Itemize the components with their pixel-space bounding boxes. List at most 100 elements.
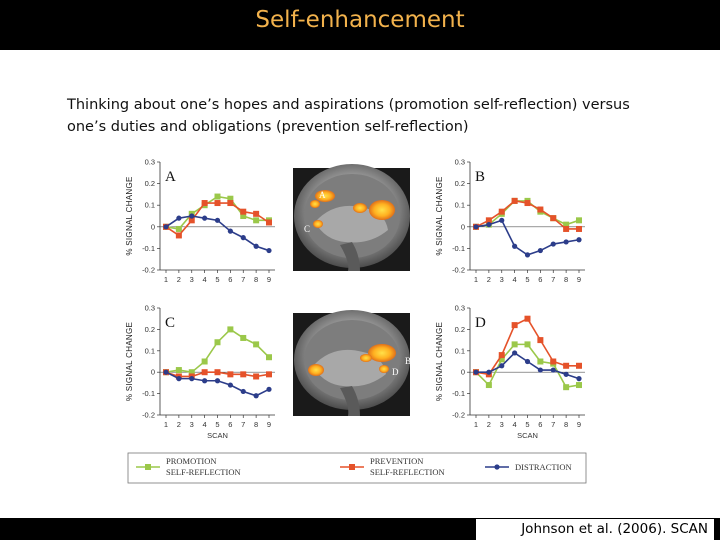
citation-box: Johnson et al. (2006). SCAN [476, 519, 714, 540]
y-tick-label: 0 [461, 368, 465, 377]
y-tick-label: 0.1 [145, 201, 155, 210]
x-axis-label: SCAN [207, 431, 228, 440]
data-point-promotion [201, 358, 208, 365]
data-point-distraction [240, 235, 246, 241]
data-point-promotion [576, 217, 582, 224]
data-point-distraction [227, 228, 233, 234]
data-point-prevention [253, 373, 260, 380]
y-tick-label: 0.3 [145, 304, 155, 313]
panel-label: A [165, 169, 176, 185]
data-point-distraction [512, 243, 518, 249]
data-point-distraction [473, 369, 479, 375]
data-point-prevention [498, 208, 505, 215]
x-tick-label: 8 [254, 420, 258, 429]
series-distraction [473, 217, 582, 258]
x-tick-label: 7 [241, 420, 245, 429]
x-tick-label: 5 [525, 420, 529, 429]
x-tick-label: 1 [474, 275, 478, 284]
y-tick-label: -0.2 [142, 266, 155, 275]
y-tick-label: 0.1 [455, 346, 465, 355]
data-point-distraction [253, 393, 259, 399]
y-tick-label: -0.1 [142, 389, 155, 398]
data-point-distraction [499, 217, 505, 223]
x-tick-label: 5 [525, 275, 529, 284]
y-axis-label: % SIGNAL CHANGE [125, 322, 134, 401]
legend-label-line2: SELF-REFLECTION [166, 467, 241, 477]
legend-marker [494, 464, 500, 470]
y-tick-label: -0.1 [142, 244, 155, 253]
data-point-promotion [188, 369, 195, 376]
x-tick-label: 8 [564, 275, 568, 284]
brain-image-sagittal-top: A C [293, 164, 410, 271]
x-tick-label: 1 [164, 420, 168, 429]
y-tick-label: 0 [151, 368, 155, 377]
legend-label-line1: PREVENTION [370, 456, 423, 466]
data-point-prevention [227, 200, 234, 207]
x-tick-label: 2 [487, 420, 491, 429]
chart-panel-d: 0.3 0.2 0.1 0 -0.1 -0.2 1 2 3 4 5 6 7 8 9 SCAN % SIGNAL … [435, 304, 585, 440]
data-point-promotion [485, 382, 492, 389]
x-tick-label: 4 [203, 420, 207, 429]
y-tick-label: 0 [461, 222, 465, 231]
data-point-promotion [227, 326, 234, 333]
data-point-promotion [563, 221, 570, 228]
x-tick-label: 1 [474, 420, 478, 429]
data-point-distraction [266, 247, 272, 254]
series-distraction [163, 369, 272, 399]
x-tick-label: 6 [538, 275, 542, 284]
y-tick-label: -0.1 [452, 389, 465, 398]
x-tick-label: 3 [190, 275, 194, 284]
intro-line-1: Thinking about one’s hopes and aspiratio… [67, 97, 630, 113]
y-axis-label: % SIGNAL CHANGE [435, 176, 444, 255]
chart-panel-c: 0.3 0.2 0.1 0 -0.1 -0.2 1 2 3 4 5 6 7 8 9 SCAN % SIGNAL … [125, 304, 275, 440]
series-promotion [163, 326, 272, 376]
x-tick-label: 2 [177, 420, 181, 429]
legend-box [127, 452, 587, 484]
data-point-distraction [563, 239, 569, 245]
data-point-distraction [537, 367, 543, 373]
data-point-prevention [537, 206, 544, 213]
brain-label-a: A [319, 190, 326, 200]
data-point-prevention [511, 197, 518, 204]
series-line-promotion [165, 328, 270, 374]
data-point-promotion [563, 384, 570, 391]
data-point-distraction [176, 215, 182, 221]
data-point-distraction [576, 376, 582, 382]
data-point-distraction [189, 213, 195, 219]
data-point-prevention [266, 219, 272, 226]
data-point-promotion [253, 341, 260, 348]
x-tick-label: 8 [254, 275, 258, 284]
data-point-prevention [498, 352, 505, 359]
data-point-promotion [214, 193, 221, 200]
data-point-prevention [240, 208, 247, 215]
y-tick-label: -0.2 [142, 411, 155, 420]
data-point-distraction [486, 369, 492, 375]
x-tick-label: 7 [551, 420, 555, 429]
data-point-distraction [214, 378, 221, 384]
x-tick-label: 8 [564, 420, 568, 429]
data-point-promotion [537, 358, 544, 365]
legend-marker [145, 464, 151, 470]
data-point-promotion [214, 339, 221, 346]
data-point-promotion [227, 195, 234, 202]
data-point-distraction [253, 243, 259, 249]
data-point-prevention [576, 225, 582, 232]
panel-label: D [475, 315, 486, 331]
data-point-promotion [266, 354, 272, 361]
data-point-prevention [563, 225, 570, 232]
y-tick-label: 0.2 [455, 325, 465, 334]
data-point-prevention [550, 215, 557, 222]
data-point-distraction [537, 247, 543, 254]
brain-label-b: B [405, 356, 411, 366]
data-point-distraction [512, 350, 518, 356]
x-tick-label: 5 [215, 420, 219, 429]
data-point-promotion [253, 217, 260, 224]
data-point-prevention [550, 358, 557, 365]
y-tick-label: -0.2 [452, 411, 465, 420]
intro-text: Thinking about one’s hopes and aspiratio… [67, 94, 667, 138]
data-point-distraction [576, 237, 582, 243]
data-point-promotion [511, 341, 518, 348]
data-point-distraction [524, 358, 531, 365]
